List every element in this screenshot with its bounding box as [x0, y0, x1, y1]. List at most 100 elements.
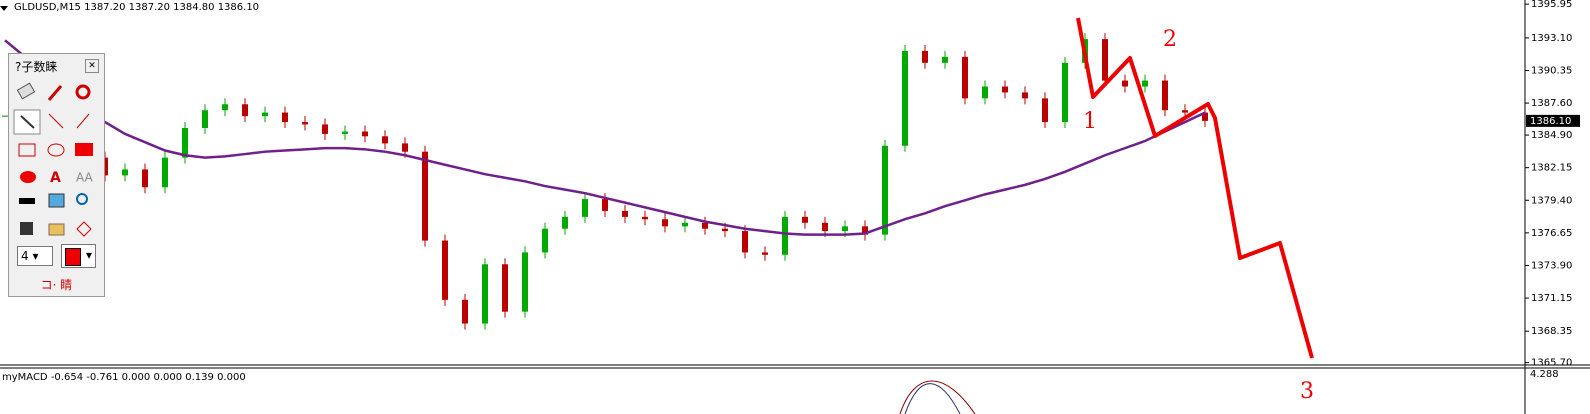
candle: [282, 106, 288, 129]
candle: [182, 121, 188, 164]
candle-body: [782, 216, 788, 255]
rect-tool[interactable]: [18, 143, 36, 157]
save-tool[interactable]: [20, 222, 33, 235]
candle-body: [442, 240, 448, 300]
candle-body: [902, 50, 908, 146]
y-tick-label: 1384.90: [1531, 130, 1572, 141]
toolbar-title: ?子数睐: [15, 60, 58, 74]
macd-curve: [899, 380, 976, 414]
close-button[interactable]: ✕: [85, 59, 99, 73]
candle: [582, 193, 588, 223]
pencil-tool[interactable]: [13, 109, 41, 135]
candle-body: [1002, 86, 1008, 93]
ellipse-tool[interactable]: [47, 143, 65, 157]
menu-arrow[interactable]: [0, 6, 8, 11]
zoom-tool[interactable]: [76, 193, 88, 205]
candle-body: [402, 143, 408, 152]
candle-body: [522, 252, 528, 312]
font-tool[interactable]: AA: [76, 171, 94, 185]
candle-body: [422, 151, 428, 241]
candle-body: [742, 231, 748, 253]
screen-tool[interactable]: [48, 193, 65, 208]
line-width-select[interactable]: 4 ▾: [17, 246, 53, 266]
candle: [782, 210, 788, 261]
drawn-trend-line: [1076, 17, 1314, 359]
redo-tool[interactable]: [75, 84, 91, 100]
candle-body: [202, 110, 208, 128]
candle-body: [1062, 62, 1068, 123]
candle-body: [842, 226, 848, 232]
candle: [322, 118, 328, 140]
line-width-tool[interactable]: [19, 198, 35, 204]
y-tick-label: 1382.15: [1531, 163, 1572, 174]
y-tick-label: 1379.40: [1531, 195, 1572, 206]
macd-curve: [904, 383, 961, 414]
y-tick-label: 1373.90: [1531, 260, 1572, 271]
symbol-info: GLDUSD,M15 1387.20 1387.20 1384.80 1386.…: [14, 2, 259, 13]
candle: [102, 151, 108, 182]
candle: [342, 125, 348, 140]
candle: [1062, 56, 1068, 129]
candle: [442, 234, 448, 306]
line-tool[interactable]: [48, 113, 64, 129]
candle-body: [962, 56, 968, 99]
candle: [922, 44, 928, 69]
tool-icons: A AA: [13, 82, 94, 237]
candle: [1022, 86, 1028, 105]
candle-body: [722, 228, 728, 232]
candle: [422, 145, 428, 247]
candle-body: [1202, 112, 1208, 121]
color-select[interactable]: ▾: [61, 244, 96, 268]
candle: [642, 210, 648, 226]
y-tick-label: 1387.60: [1531, 98, 1572, 109]
candle-body: [1102, 39, 1108, 81]
arrow-tool[interactable]: [76, 113, 90, 129]
candle: [902, 44, 908, 152]
candle: [362, 125, 368, 143]
candle-body: [162, 157, 168, 188]
candle-body: [662, 219, 668, 227]
y-tick-label: 1390.35: [1531, 66, 1572, 77]
candle-body: [682, 222, 688, 227]
text-tool[interactable]: A: [50, 170, 61, 186]
candle: [762, 246, 768, 261]
candle: [482, 258, 488, 330]
candle: [1002, 80, 1008, 99]
candle-body: [982, 86, 988, 99]
candle: [682, 216, 688, 233]
drawing-toolbar: ?子数睐 ✕ A AA 4 ▾ ▾ コ· 睛: [8, 53, 105, 297]
candle-body: [182, 127, 188, 158]
candle-body: [322, 124, 328, 134]
candle: [462, 293, 468, 330]
candle-body: [642, 216, 648, 220]
candle-body: [1142, 80, 1148, 87]
open-tool[interactable]: [48, 223, 65, 236]
candle: [542, 222, 548, 259]
candle: [522, 246, 528, 318]
diamond-tool[interactable]: [76, 221, 92, 237]
dropper-tool[interactable]: [47, 85, 63, 101]
candle: [1102, 33, 1108, 87]
y-tick-label: 1395.95: [1531, 0, 1572, 10]
candle-body: [762, 252, 768, 255]
candle: [202, 104, 208, 134]
candle-body: [802, 216, 808, 223]
indicator-label: myMACD -0.654 -0.761 0.000 0.000 0.139 0…: [2, 372, 246, 383]
fill-ellipse-tool[interactable]: [20, 171, 36, 183]
candle: [242, 98, 248, 123]
candle: [942, 50, 948, 69]
candle-body: [702, 222, 708, 229]
candle: [802, 210, 808, 229]
candle-body: [922, 50, 928, 63]
fill-rect-tool[interactable]: [75, 143, 93, 156]
candle-body: [122, 169, 128, 176]
candle-body: [822, 222, 828, 232]
line-width-value: 4: [21, 249, 29, 263]
y-tick-label: 1368.35: [1531, 326, 1572, 337]
candle-body: [242, 104, 248, 117]
candle-body: [342, 131, 348, 134]
eraser-tool[interactable]: [16, 82, 36, 100]
candle-body: [362, 131, 368, 137]
candle-body: [102, 157, 108, 176]
